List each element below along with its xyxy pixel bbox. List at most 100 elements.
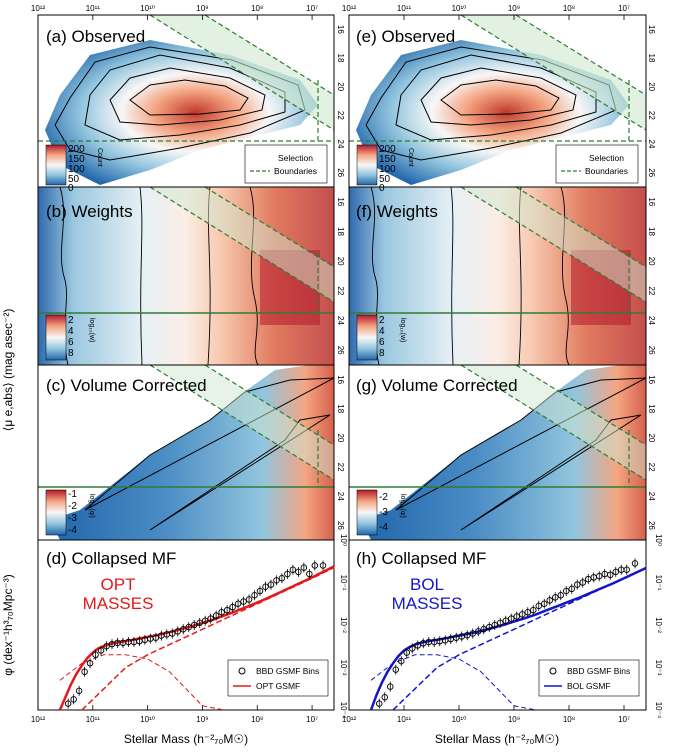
gsmf-point [469, 630, 477, 637]
gsmf-point [519, 611, 526, 618]
gsmf-point [530, 606, 537, 614]
gsmf-component-line [370, 654, 537, 711]
gsmf-point [212, 612, 220, 619]
gsmf-point [387, 683, 394, 690]
gsmf-point [311, 562, 319, 569]
mu-tick-label: 22 [647, 111, 656, 120]
mu-tick-label: 18 [647, 54, 656, 63]
legend-selection-e: Selection Boundaries [555, 144, 639, 184]
gsmf-point [295, 568, 302, 576]
svg-text:200: 200 [379, 144, 396, 155]
panel-a-observed [38, 15, 334, 187]
mu-tick-label: 24 [336, 316, 345, 325]
x-tick-label: 10¹¹ [397, 4, 412, 13]
colorbar-e: 200 150 100 50 0 Count [356, 144, 414, 194]
panel-c-volume [38, 365, 334, 540]
gsmf-point [381, 694, 389, 701]
x-tick-label: 10¹¹ [397, 715, 412, 724]
svg-text:2: 2 [379, 315, 385, 326]
gsmf-point [574, 581, 581, 588]
gsmf-point [623, 566, 631, 574]
gsmf-point [475, 628, 482, 635]
gsmf-point [92, 651, 99, 659]
gsmf-component-line [392, 566, 647, 711]
svg-text:log₁₀(w): log₁₀(w) [399, 318, 406, 342]
gsmf-point [273, 577, 280, 584]
svg-text:-3: -3 [68, 513, 77, 524]
svg-text:-2: -2 [68, 501, 77, 512]
svg-text:0: 0 [379, 183, 385, 194]
svg-text:8: 8 [68, 348, 74, 359]
svg-text:6: 6 [68, 337, 74, 348]
gsmf-point [251, 592, 258, 599]
legend-mf-h: BBD GSMF Bins BOL GSMF [538, 659, 640, 697]
gsmf-point [319, 562, 327, 569]
gsmf-point [508, 615, 515, 622]
x-tick-label: 10¹² [31, 715, 46, 724]
gsmf-point [152, 634, 160, 642]
x-tick-label: 10⁷ [306, 715, 318, 724]
mu-tick-label: 18 [336, 404, 345, 413]
svg-text:-4: -4 [68, 525, 77, 536]
gsmf-point [185, 623, 192, 631]
colorbar-c: -1 -2 -3 -4 log₁₀(φ) [45, 489, 95, 536]
gsmf-point [278, 575, 286, 582]
svg-text:2: 2 [68, 315, 74, 326]
gsmf-point [376, 700, 383, 707]
panel-title: (b) Weights [46, 202, 133, 221]
x-tick-label: 10¹² [31, 4, 46, 13]
svg-text:Count: Count [96, 148, 103, 167]
gsmf-point [103, 643, 110, 650]
mu-tick-label: 24 [647, 316, 656, 325]
gsmf-point [513, 613, 521, 620]
phi-tick-label: 10⁰ [654, 534, 663, 546]
phi-tick-label: 10⁻² [339, 617, 348, 633]
mf-marks [58, 558, 647, 711]
x-tick-label: 10¹² [342, 4, 357, 13]
mu-tick-label: 20 [647, 433, 656, 442]
gsmf-point [289, 566, 297, 574]
svg-text:50: 50 [68, 174, 80, 185]
panel-b-weights [38, 187, 334, 365]
mu-tick-label: 22 [336, 111, 345, 120]
svg-text:0: 0 [68, 183, 74, 194]
mu-tick-label: 18 [336, 227, 345, 236]
mu-tick-label: 20 [336, 82, 345, 91]
x-tick-label: 10⁹ [196, 715, 208, 724]
panel-title: (f) Weights [356, 202, 438, 221]
phi-tick-label: 10⁻⁴ [654, 702, 663, 719]
x-tick-label: 10¹⁰ [452, 4, 467, 13]
x-tick-label: 10¹² [342, 715, 357, 724]
panel-f-weights [349, 187, 646, 365]
svg-text:log₁₀(φ): log₁₀(φ) [399, 494, 406, 518]
svg-text:-4: -4 [379, 522, 388, 533]
svg-text:4: 4 [379, 326, 385, 337]
svg-text:100: 100 [68, 164, 85, 175]
phi-tick-label: 10⁻³ [339, 660, 348, 676]
gsmf-point [201, 617, 209, 625]
gsmf-point [174, 628, 182, 635]
gsmf-point [256, 587, 264, 595]
panel-title: (e) Observed [356, 27, 455, 46]
gsmf-point [557, 592, 565, 599]
svg-text:OPT GSMF: OPT GSMF [256, 681, 300, 691]
x-axis-label: Stellar Mass (h⁻²₇₀M☉) [124, 732, 248, 746]
gsmf-point [502, 617, 510, 625]
svg-text:BBD GSMF Bins: BBD GSMF Bins [256, 666, 319, 676]
phi-tick-label: 10⁻² [654, 617, 663, 633]
gsmf-point [86, 660, 94, 667]
gsmf-point [190, 621, 198, 629]
gsmf-point [234, 600, 242, 608]
gsmf-point [180, 626, 187, 633]
gsmf-point [541, 600, 548, 608]
svg-text:BBD GSMF Bins: BBD GSMF Bins [567, 666, 630, 676]
gsmf-point [398, 657, 405, 665]
panel-title: (a) Observed [46, 27, 145, 46]
gsmf-point [497, 619, 504, 627]
x-tick-label: 10¹⁰ [140, 4, 155, 13]
svg-text:-1: -1 [68, 489, 77, 500]
gsmf-point [207, 615, 214, 622]
gsmf-point [524, 609, 532, 616]
gsmf-point [267, 581, 275, 588]
gsmf-point [486, 623, 493, 631]
